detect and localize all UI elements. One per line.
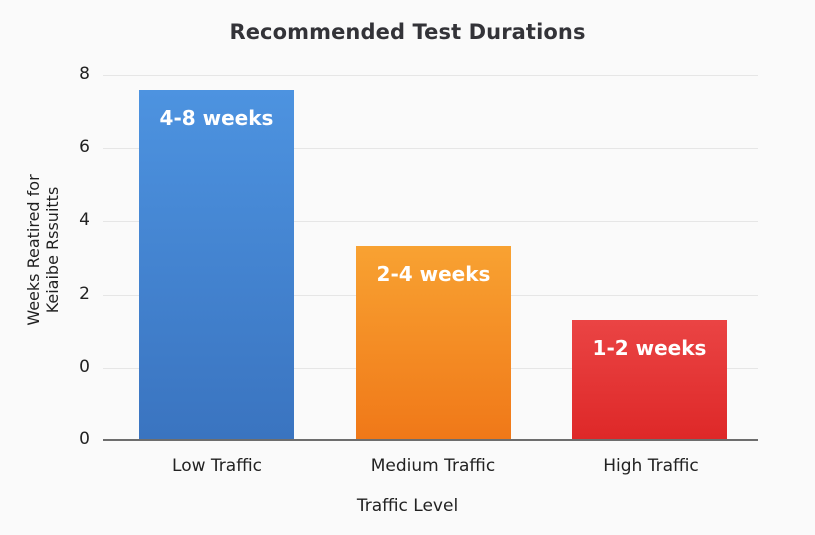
y-axis-label-line-2: Keiaibe Rssuitts: [43, 186, 62, 314]
bar-value-label: 2-4 weeks: [376, 262, 491, 286]
bar-value-label: 4-8 weeks: [159, 106, 274, 130]
x-tick-label: Medium Traffic: [370, 456, 496, 476]
gridline: [103, 148, 758, 149]
y-axis-label-line-1: Weeks Reatired for: [24, 174, 43, 326]
x-tick-label: Low Traffic: [172, 456, 262, 476]
gridline: [103, 75, 758, 76]
y-tick-label: 0: [79, 357, 90, 377]
y-axis-label: Weeks Reatired for Keiaibe Rssuitts: [24, 120, 62, 380]
bar-value-label: 1-2 weeks: [592, 336, 707, 360]
bar-low-traffic: 4-8 weeks: [139, 90, 294, 440]
y-tick-label: 4: [79, 210, 90, 230]
x-axis-label: Traffic Level: [356, 496, 459, 516]
gridline: [103, 221, 758, 222]
chart-title: Recommended Test Durations: [229, 20, 586, 44]
y-tick-label: 0: [79, 429, 90, 449]
bar-high-traffic: 1-2 weeks: [572, 320, 727, 440]
y-tick-label: 6: [79, 137, 90, 157]
x-tick-label: High Traffic: [603, 456, 699, 476]
x-axis-line: [103, 439, 758, 441]
bar-medium-traffic: 2-4 weeks: [356, 246, 511, 440]
y-tick-label: 2: [79, 284, 90, 304]
y-tick-label: 8: [79, 64, 90, 84]
